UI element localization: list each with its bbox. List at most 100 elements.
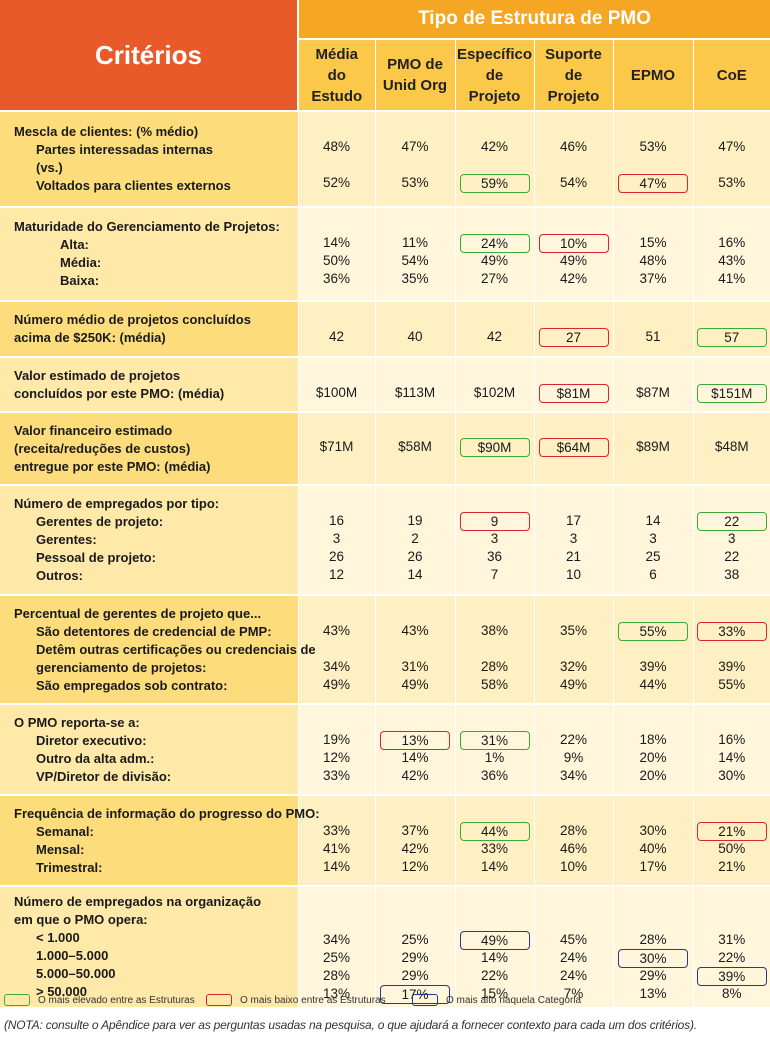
value-text: 12%: [322, 750, 351, 765]
value-text: 49%: [459, 931, 530, 950]
criteria-line: Outros:: [36, 568, 83, 583]
value: 30%: [614, 822, 693, 840]
criteria-line: 5.000–50.000: [36, 966, 116, 981]
value-column-cell: $71M: [298, 411, 376, 485]
empty-value: [535, 913, 613, 931]
value: 21: [535, 548, 613, 566]
value-text: 35%: [559, 623, 588, 638]
value-text: 43%: [322, 623, 351, 638]
value-column-cell: 27: [534, 300, 614, 357]
value-column-cell: $81M: [534, 356, 614, 412]
value: 22: [694, 548, 770, 566]
empty-value: [535, 216, 613, 234]
column-header-line: Média: [315, 45, 358, 63]
value-text: 25: [645, 549, 661, 564]
value-text: 29%: [639, 968, 667, 983]
empty-value: [456, 804, 534, 822]
value-text: 20%: [639, 768, 667, 783]
criteria-cell: Número médio de projetos concluídos acima…: [0, 300, 299, 357]
value: 8%: [694, 985, 770, 1003]
value-text: 42%: [401, 841, 429, 856]
criteria-line: > 50.000: [36, 984, 87, 999]
pmo-structure-table: Critérios Tipo de Estrutura de PMO Média…: [0, 0, 770, 1007]
criteria-section: O PMO reporta-se a: Diretor executivo: Out…: [0, 703, 770, 795]
criteria-line: Frequência de informação do progresso do…: [14, 805, 320, 821]
empty-value: [694, 604, 770, 622]
value: 3: [299, 530, 375, 548]
value-text: 7%: [563, 986, 584, 1001]
empty-value: [614, 913, 693, 931]
value: 25%: [376, 931, 455, 949]
value-text: 33%: [322, 768, 351, 783]
value-text: 42: [328, 329, 345, 344]
column-header: Média do Estudo: [298, 39, 376, 111]
highlighted-value: 21%: [694, 822, 770, 841]
criteria-line: Mensal:: [36, 841, 85, 857]
value: 29%: [376, 949, 455, 967]
value-text: 44%: [639, 677, 667, 692]
empty-value: [694, 156, 770, 174]
criteria-section: Número médio de projetos concluídos acima…: [0, 300, 770, 357]
value-column-cell: 13% 14% 42%: [375, 703, 456, 795]
criteria-line: 1.000–5.000: [36, 948, 109, 963]
value: 42%: [456, 138, 534, 156]
value: 32%: [535, 658, 613, 676]
value-text: 29%: [401, 950, 429, 965]
empty-value: [299, 456, 375, 474]
highlighted-value: 44%: [456, 822, 534, 841]
criteria-cell: Número de empregados por tipo: Gerentes d…: [0, 484, 299, 595]
value-column-cell: 53% 47%: [613, 110, 694, 207]
value: 27%: [456, 270, 534, 288]
empty-value: [456, 156, 534, 174]
value: 34%: [299, 658, 375, 676]
value-text: 28%: [639, 932, 667, 947]
value-text: $48M: [714, 439, 749, 454]
value-column-cell: 18% 20% 20%: [613, 703, 694, 795]
empty-value: [694, 420, 770, 438]
value-text: 40: [407, 329, 423, 344]
value-column-cell: 14 3 25 6: [613, 484, 694, 595]
value-text: 10: [565, 567, 582, 582]
empty-value: [299, 366, 375, 384]
value-text: 33%: [480, 841, 509, 856]
value: 55%: [694, 676, 770, 694]
criteria-line: concluídos por este PMO: (média): [14, 385, 225, 401]
criteria-line: em que o PMO opera:: [14, 912, 148, 927]
column-header-line: Estudo: [311, 87, 363, 105]
value-text: 47%: [401, 139, 429, 154]
value: 22%: [694, 949, 770, 967]
highlighted-value: 49%: [456, 931, 534, 950]
value-text: 3: [649, 531, 657, 546]
empty-value: [376, 310, 455, 328]
value-column-cell: $89M: [613, 411, 694, 485]
value: 40: [376, 328, 455, 346]
empty-value: [456, 640, 534, 658]
value-text: 43%: [718, 253, 746, 268]
value-column-cell: 10% 49% 42%: [534, 206, 614, 301]
value: 20%: [614, 767, 693, 785]
value-text: 14: [407, 567, 423, 582]
value: 15%: [614, 234, 693, 252]
empty-value: [694, 310, 770, 328]
value: $113M: [376, 384, 455, 402]
value-column-cell: 55% 39% 44%: [613, 594, 694, 704]
value: 28%: [456, 658, 534, 676]
value-text: 34%: [559, 768, 588, 783]
value-text: 46%: [559, 139, 588, 154]
value-text: 14%: [718, 750, 746, 765]
empty-value: [694, 804, 770, 822]
value: $87M: [614, 384, 693, 402]
value-column-cell: 9 3 36 7: [455, 484, 535, 595]
value: 31%: [694, 931, 770, 949]
value-text: 12: [328, 567, 345, 582]
value: 25%: [299, 949, 375, 967]
column-header-line: PMO de: [387, 56, 443, 73]
value-column-cell: 11% 54% 35%: [375, 206, 456, 301]
value: 11%: [376, 234, 455, 252]
value: 14%: [299, 234, 375, 252]
empty-value: [376, 713, 455, 731]
value-text: 33%: [696, 622, 767, 641]
value-text: 31%: [459, 731, 530, 750]
empty-value: [376, 640, 455, 658]
value-text: 39%: [696, 967, 767, 986]
